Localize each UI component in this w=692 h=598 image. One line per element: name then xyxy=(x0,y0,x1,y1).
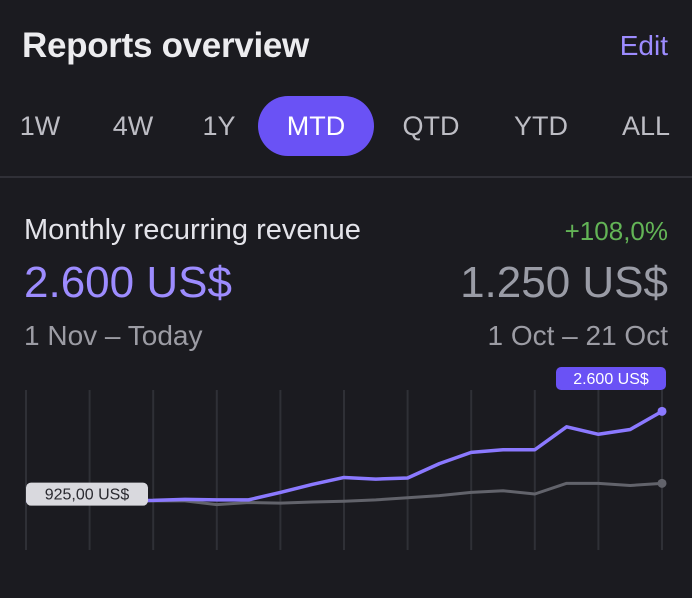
divider xyxy=(0,176,692,178)
end-value-label: 2.600 US$ xyxy=(573,371,649,388)
current-period: 1 Nov – Today xyxy=(24,320,203,351)
end-value-label-bg xyxy=(556,367,666,390)
current-value: 2.600 US$ xyxy=(24,258,232,307)
tab-mtd[interactable]: MTD xyxy=(258,96,374,156)
start-value-label: 925,00 US$ xyxy=(45,487,130,504)
previous-value: 1.250 US$ xyxy=(460,258,668,307)
period-tabs: 1W 4W 1Y MTD QTD YTD ALL xyxy=(0,96,692,156)
tab-1y[interactable]: 1Y xyxy=(202,111,236,141)
current-series-end-point xyxy=(657,406,667,416)
header: Reports overview Edit xyxy=(0,0,692,95)
tab-ytd[interactable]: YTD xyxy=(514,111,568,141)
tab-1w[interactable]: 1W xyxy=(19,111,61,141)
tab-qtd[interactable]: QTD xyxy=(402,111,460,141)
page-title: Reports overview xyxy=(22,26,309,65)
edit-button[interactable]: Edit xyxy=(619,30,668,61)
change-percentage: +108,0% xyxy=(564,216,668,246)
revenue-chart[interactable]: 925,00 US$ 2.600 US$ xyxy=(0,360,692,560)
previous-period: 1 Oct – 21 Oct xyxy=(487,320,668,351)
metric-title: Monthly recurring revenue xyxy=(24,214,361,246)
tab-4w[interactable]: 4W xyxy=(112,111,154,141)
start-value-label-bg xyxy=(26,482,148,506)
previous-series-end-point xyxy=(657,478,667,488)
tab-all[interactable]: ALL xyxy=(621,111,671,141)
